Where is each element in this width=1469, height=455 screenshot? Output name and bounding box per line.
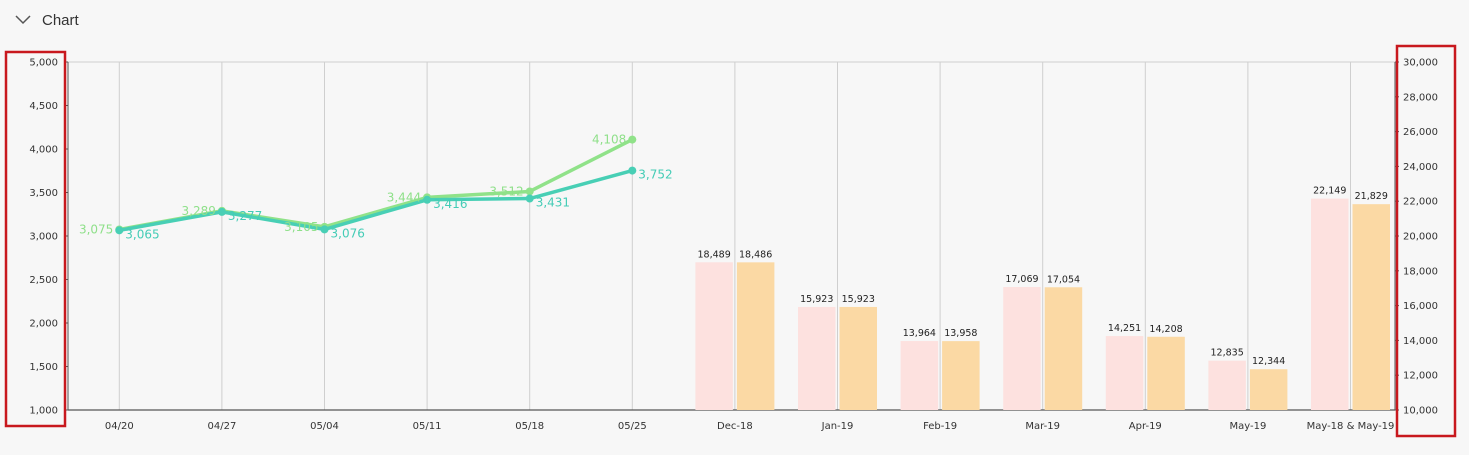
line-point-label: 3,075	[79, 222, 113, 236]
bar-value-label: 12,835	[1211, 348, 1244, 359]
bar-value-label: 13,964	[903, 328, 936, 339]
chart-title: Chart	[42, 11, 79, 29]
right-axis-tick-label: 24,000	[1403, 162, 1438, 173]
line-point-label: 4,108	[592, 133, 626, 147]
line-point	[320, 225, 329, 234]
left-axis-tick-label: 2,500	[29, 275, 58, 286]
bar-series-1	[1105, 336, 1144, 410]
line-point	[628, 135, 637, 144]
bar-series-1	[1003, 286, 1041, 410]
line-point	[628, 166, 637, 175]
left-axis-tick-label: 3,000	[29, 232, 58, 243]
line-point	[525, 194, 534, 203]
x-axis-label: Apr-19	[1129, 421, 1162, 432]
bar-series-1	[695, 262, 733, 410]
bar-value-label: 21,829	[1355, 191, 1388, 202]
right-axis-tick-label: 12,000	[1403, 371, 1438, 382]
left-axis-tick-label: 1,000	[29, 406, 58, 417]
chart-panel-header[interactable]: Chart	[14, 6, 79, 34]
left-axis-tick-label: 4,000	[29, 145, 58, 156]
x-axis-label: Mar-19	[1025, 421, 1060, 432]
bar-value-label: 12,344	[1252, 356, 1285, 367]
right-axis-tick-label: 22,000	[1403, 197, 1438, 208]
right-axis-tick-label: 18,000	[1403, 266, 1438, 277]
left-axis-tick-label: 3,500	[29, 188, 58, 199]
x-axis-label: 05/25	[618, 421, 647, 432]
x-axis-label: 05/04	[310, 421, 339, 432]
bar-series-2	[1147, 336, 1185, 410]
bar-series-2	[839, 306, 877, 410]
bar-series-2	[1249, 369, 1288, 410]
line-point-label: 3,431	[536, 196, 570, 210]
right-axis-tick-label: 28,000	[1403, 92, 1438, 103]
line-point-label: 3,512	[489, 184, 523, 198]
line-series-2	[117, 168, 635, 233]
bar-series-1	[1311, 198, 1349, 410]
right-axis-tick-label: 30,000	[1403, 58, 1438, 69]
x-axis-label: May-18 & May-19	[1307, 421, 1395, 432]
x-axis-label: Jan-19	[821, 421, 854, 432]
right-axis-tick-label: 20,000	[1403, 232, 1438, 243]
bar-series-1	[798, 306, 836, 410]
bar-value-label: 22,149	[1313, 186, 1346, 197]
line-point-label: 3,752	[638, 168, 672, 182]
bar-value-label: 17,054	[1047, 274, 1080, 285]
bar-value-label: 13,958	[944, 328, 977, 339]
x-axis-label: 05/11	[413, 421, 442, 432]
x-axis-label: 05/18	[515, 421, 544, 432]
x-axis-label: May-19	[1229, 421, 1266, 432]
line-point-label: 3,105	[284, 220, 318, 234]
left-axis-highlight-box	[4, 50, 67, 428]
line-point-label: 3,289	[182, 204, 216, 218]
bar-series-2	[1044, 287, 1083, 410]
line-point-label: 3,277	[228, 209, 262, 223]
line-point	[217, 207, 226, 216]
bar-value-label: 15,923	[842, 294, 875, 305]
bar-series-1	[1208, 360, 1246, 410]
line-point-label: 3,444	[387, 190, 421, 204]
bar-series-2	[942, 341, 980, 410]
line-point-label: 3,076	[331, 226, 365, 240]
right-axis-tick-label: 16,000	[1403, 301, 1438, 312]
right-axis-highlight-box	[1395, 44, 1457, 438]
left-axis-tick-label: 2,000	[29, 319, 58, 330]
left-axis-tick-label: 4,500	[29, 101, 58, 112]
right-axis-tick-label: 10,000	[1403, 406, 1438, 417]
bar-value-label: 18,486	[739, 249, 772, 260]
left-axis-tick-label: 1,500	[29, 362, 58, 373]
bar-series-2	[736, 262, 775, 410]
line-point	[115, 226, 124, 235]
bar-value-label: 18,489	[698, 249, 731, 260]
line-point-label: 3,065	[125, 227, 159, 241]
x-axis-label: Dec-18	[717, 421, 753, 432]
x-axis-label: 04/20	[105, 421, 134, 432]
bar-series-2	[1352, 204, 1390, 410]
bar-value-label: 14,208	[1149, 324, 1182, 335]
line-point-label: 3,416	[433, 197, 467, 211]
chevron-down-icon[interactable]	[14, 11, 32, 29]
line-point	[525, 187, 534, 196]
x-axis-label: Feb-19	[923, 421, 957, 432]
right-axis-tick-label: 26,000	[1403, 127, 1438, 138]
left-axis-tick-label: 5,000	[29, 58, 58, 69]
x-axis-label: 04/27	[207, 421, 236, 432]
bar-value-label: 14,251	[1108, 323, 1141, 334]
bar-value-label: 15,923	[800, 294, 833, 305]
line-point	[423, 195, 432, 204]
bar-value-label: 17,069	[1005, 274, 1038, 285]
bar-series-1	[900, 341, 939, 410]
right-axis-tick-label: 14,000	[1403, 336, 1438, 347]
